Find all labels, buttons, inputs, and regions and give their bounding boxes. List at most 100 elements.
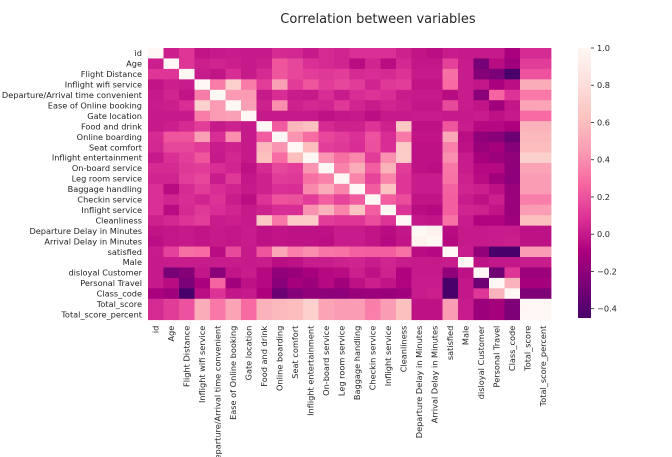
heatmap-cell <box>241 173 257 185</box>
heatmap-cell <box>287 309 304 321</box>
heatmap-cell <box>163 58 180 70</box>
heatmap-cell <box>303 246 319 258</box>
heatmap-cell <box>241 257 257 268</box>
heatmap-cell <box>318 288 335 300</box>
heatmap-cell <box>380 236 397 247</box>
heatmap-cell <box>380 246 397 258</box>
heatmap-cell <box>179 110 195 122</box>
heatmap-cell <box>504 298 521 310</box>
heatmap-cell <box>179 194 195 206</box>
heatmap-cell <box>349 298 366 310</box>
heatmap-cell <box>194 68 211 80</box>
heatmap-cell <box>535 48 552 59</box>
heatmap-cell <box>396 298 412 310</box>
heatmap-cell <box>442 288 459 300</box>
heatmap-cell <box>427 142 443 153</box>
heatmap-cell <box>396 257 412 268</box>
heatmap-cell <box>256 204 273 216</box>
heatmap-cell <box>489 246 505 258</box>
heatmap-cell <box>380 277 397 289</box>
heatmap-cell <box>396 142 412 153</box>
heatmap-cell <box>225 173 242 185</box>
heatmap-cell <box>163 183 180 195</box>
heatmap-cell <box>349 288 366 300</box>
heatmap-cell <box>489 215 505 227</box>
heatmap-cell <box>148 225 164 237</box>
heatmap-cell <box>349 58 366 70</box>
heatmap-cell <box>535 162 552 174</box>
heatmap-cell <box>210 131 226 143</box>
heatmap-cell <box>473 121 490 132</box>
heatmap-cell <box>241 204 257 216</box>
heatmap-cell <box>380 288 397 300</box>
heatmap-cell <box>489 152 505 164</box>
heatmap-cell <box>272 267 288 279</box>
heatmap-cell <box>458 79 474 91</box>
heatmap-cell <box>272 204 288 216</box>
heatmap-cell <box>411 204 428 216</box>
heatmap-cell <box>535 100 552 112</box>
heatmap-cell <box>148 152 164 164</box>
heatmap-cell <box>194 173 211 185</box>
heatmap-cell <box>194 309 211 321</box>
y-tick-label: Age <box>126 59 142 69</box>
heatmap-cell <box>256 48 273 59</box>
heatmap-cell <box>272 288 288 300</box>
colorbar-tick-label: 1.0 <box>597 43 610 53</box>
heatmap-cell <box>334 173 350 185</box>
heatmap-cell <box>194 121 211 132</box>
heatmap-cell <box>489 89 505 101</box>
heatmap-cell <box>380 100 397 112</box>
heatmap-cell <box>504 194 521 206</box>
heatmap-cell <box>458 204 474 216</box>
heatmap-cell <box>272 277 288 289</box>
heatmap-cell <box>427 89 443 101</box>
heatmap-cell <box>504 100 521 112</box>
heatmap-cell <box>411 68 428 80</box>
heatmap-cell <box>194 142 211 153</box>
heatmap-cell <box>287 110 304 122</box>
x-tick-label: Total_score_percent <box>538 325 548 407</box>
heatmap-cell <box>442 100 459 112</box>
heatmap-cell <box>241 288 257 300</box>
heatmap-cell <box>411 183 428 195</box>
heatmap-cell <box>287 68 304 80</box>
heatmap-cell <box>318 68 335 80</box>
heatmap-cell <box>241 183 257 195</box>
heatmap-cell <box>427 121 443 132</box>
heatmap-cell <box>365 183 381 195</box>
heatmap-cell <box>349 152 366 164</box>
heatmap-cell <box>535 277 552 289</box>
heatmap-cell <box>210 309 226 321</box>
heatmap-cell <box>287 58 304 70</box>
heatmap-cell <box>225 246 242 258</box>
heatmap-cell <box>287 236 304 247</box>
heatmap-cell <box>210 257 226 268</box>
heatmap-cell <box>272 79 288 91</box>
heatmap-cell <box>489 309 505 321</box>
heatmap-cell <box>458 257 474 268</box>
heatmap-cell <box>318 152 335 164</box>
heatmap-cell <box>380 267 397 279</box>
heatmap-cell <box>411 225 428 237</box>
heatmap-cell <box>179 173 195 185</box>
heatmap-cell <box>163 288 180 300</box>
heatmap-cell <box>411 142 428 153</box>
heatmap-cell <box>256 225 273 237</box>
heatmap-cell <box>349 267 366 279</box>
heatmap-cell <box>179 142 195 153</box>
heatmap-cell <box>287 267 304 279</box>
heatmap-cell <box>241 298 257 310</box>
heatmap-cell <box>334 79 350 91</box>
heatmap-cell <box>272 48 288 59</box>
heatmap-cell <box>535 142 552 153</box>
heatmap-cell <box>365 236 381 247</box>
heatmap-cell <box>349 236 366 247</box>
heatmap-cell <box>520 142 536 153</box>
y-tick-label: Class_code <box>97 289 142 299</box>
heatmap-cell <box>179 162 195 174</box>
heatmap-cell <box>241 236 257 247</box>
heatmap-cell <box>194 58 211 70</box>
heatmap-cell <box>334 298 350 310</box>
heatmap-cell <box>349 215 366 227</box>
